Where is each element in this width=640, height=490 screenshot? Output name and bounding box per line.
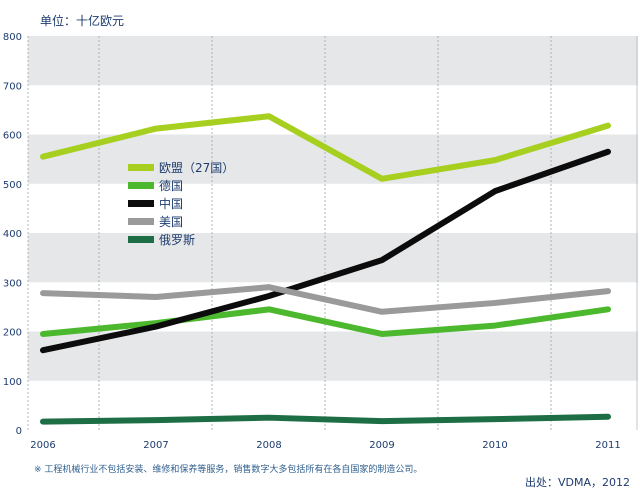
band-6 [28,85,638,135]
x-tick-2010: 2010 [482,440,507,451]
y-tick-300: 300 [3,278,22,289]
series-lines [40,113,611,425]
legend-label-usa: 美国 [159,214,184,229]
legend-label-china: 中国 [159,196,184,211]
unit-label: 单位：十亿欧元 [40,14,125,28]
band-1 [28,331,638,381]
legend-item-usa: 美国 [128,212,234,230]
legend: 欧盟（27国） 德国 中国 美国 俄罗斯 [128,158,234,248]
background-bands [28,36,638,430]
band-4 [28,183,638,233]
series-line-0 [40,113,611,182]
x-tick-2007: 2007 [143,440,168,451]
band-7 [28,36,638,86]
legend-item-russia: 俄罗斯 [128,230,234,248]
series-line-3 [40,284,611,315]
series-line-2 [40,148,611,354]
y-tick-700: 700 [3,81,22,92]
y-tick-800: 800 [3,32,22,43]
x-tick-2011: 2011 [595,440,620,451]
y-tick-500: 500 [3,180,22,191]
y-axis-ticks: 0 100 200 300 400 500 600 700 800 [3,32,22,437]
legend-item-eu: 欧盟（27国） [128,158,234,176]
x-tick-2008: 2008 [256,440,281,451]
legend-item-germany: 德国 [128,176,234,194]
y-tick-400: 400 [3,229,22,240]
x-tick-2006: 2006 [30,440,55,451]
legend-label-eu: 欧盟（27国） [159,160,235,175]
legend-item-china: 中国 [128,194,234,212]
legend-swatch-usa [128,217,154,225]
series-line-1 [40,306,611,337]
y-tick-200: 200 [3,328,22,339]
x-tick-2009: 2009 [369,440,394,451]
source-credit: 出处：VDMA，2012 [524,476,630,489]
legend-label-germany: 德国 [159,178,184,193]
legend-swatch-eu [128,163,154,171]
y-tick-0: 0 [16,426,22,437]
vertical-gridlines [27,36,638,430]
series-line-4 [40,413,611,425]
x-axis-ticks: 2006 2007 2008 2009 2010 2011 [30,440,620,451]
y-tick-600: 600 [3,131,22,142]
legend-swatch-germany [128,181,154,189]
y-tick-100: 100 [3,377,22,388]
legend-swatch-russia [128,235,154,243]
footnote: ※ 工程机械行业不包括安装、维修和保养等服务，销售数字大多包括所有在各自国家的制… [34,465,423,475]
legend-label-russia: 俄罗斯 [159,232,196,247]
legend-swatch-china [128,199,154,207]
